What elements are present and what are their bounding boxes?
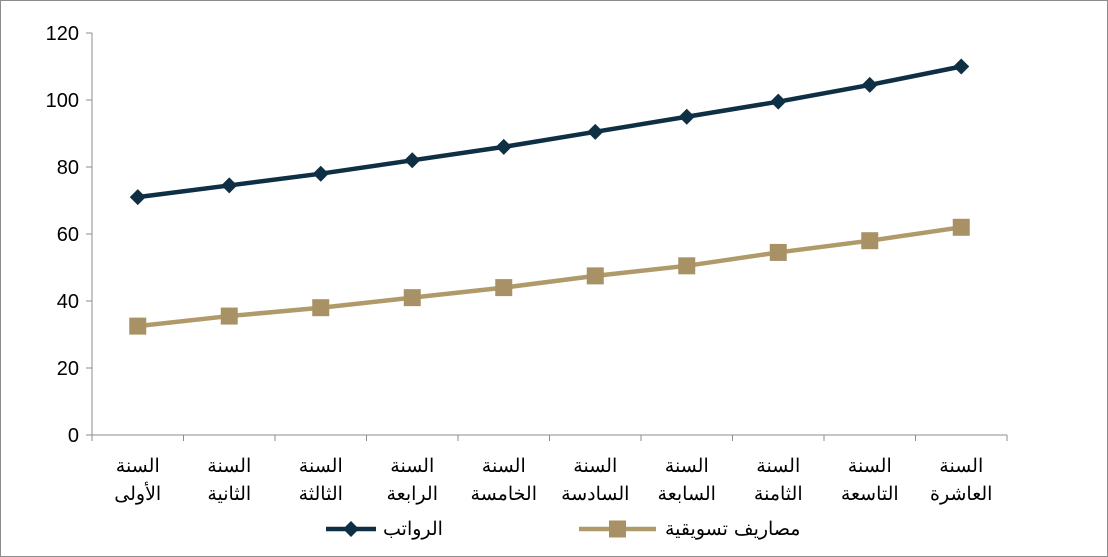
x-category-label: الثامنة: [754, 483, 803, 505]
y-tick-label: 0: [68, 425, 79, 447]
data-point-marketing: [952, 218, 970, 236]
data-point-marketing: [312, 299, 330, 317]
y-tick-label: 120: [46, 23, 79, 45]
x-category-label: الأولى: [114, 481, 161, 505]
legend-label-2: مصاريف تسويقية: [665, 518, 801, 540]
data-point-salaries: [129, 189, 146, 206]
x-category-label: السنة: [848, 455, 892, 477]
x-category-label: الثالثة: [299, 483, 343, 505]
x-category-label: الرابعة: [387, 483, 438, 505]
x-category-label: السنة: [939, 455, 983, 477]
data-point-marketing: [129, 317, 147, 335]
series-line-2: [137, 225, 962, 329]
y-tick-label: 100: [46, 90, 79, 112]
data-point-salaries: [861, 76, 878, 93]
data-point-salaries: [770, 93, 787, 110]
data-point-salaries: [312, 165, 329, 182]
data-point-salaries: [587, 123, 604, 140]
data-point-salaries: [221, 177, 238, 194]
data-point-salaries: [495, 138, 512, 155]
legend-marker-square: [609, 520, 626, 538]
x-category-label: السنة: [482, 455, 526, 477]
legend-label-1: الرواتب: [383, 518, 443, 540]
data-point-salaries: [404, 152, 421, 169]
data-point-marketing: [220, 307, 238, 325]
data-point-marketing: [769, 243, 787, 261]
x-category-label: السنة: [756, 455, 800, 477]
series-line-1: [137, 64, 962, 200]
x-category-label: السنة: [299, 455, 343, 477]
x-category-label: التاسعة: [841, 483, 899, 505]
x-category-label: السنة: [207, 455, 251, 477]
y-tick-label: 60: [57, 224, 79, 246]
data-point-salaries: [678, 108, 695, 125]
x-category-label: الخامسة: [471, 483, 537, 505]
y-tick-label: 40: [57, 291, 79, 313]
y-tick-label: 80: [57, 157, 79, 179]
data-point-marketing: [495, 279, 513, 297]
data-point-marketing: [678, 257, 696, 275]
data-point-marketing: [403, 289, 421, 307]
x-category-label: السنة: [665, 455, 709, 477]
x-category-label: السنة: [573, 455, 617, 477]
legend-marker-diamond: [343, 521, 359, 537]
y-tick-label: 20: [57, 358, 79, 380]
data-point-salaries: [953, 58, 970, 75]
x-category-label: العاشرة: [930, 483, 992, 505]
data-point-marketing: [586, 267, 604, 285]
x-category-label: السنة: [116, 455, 160, 477]
x-category-label: الثانية: [207, 483, 251, 505]
x-category-label: السنة: [390, 455, 434, 477]
x-category-label: السادسة: [561, 483, 629, 505]
x-category-label: السابعة: [658, 483, 716, 505]
data-point-marketing: [861, 232, 879, 250]
